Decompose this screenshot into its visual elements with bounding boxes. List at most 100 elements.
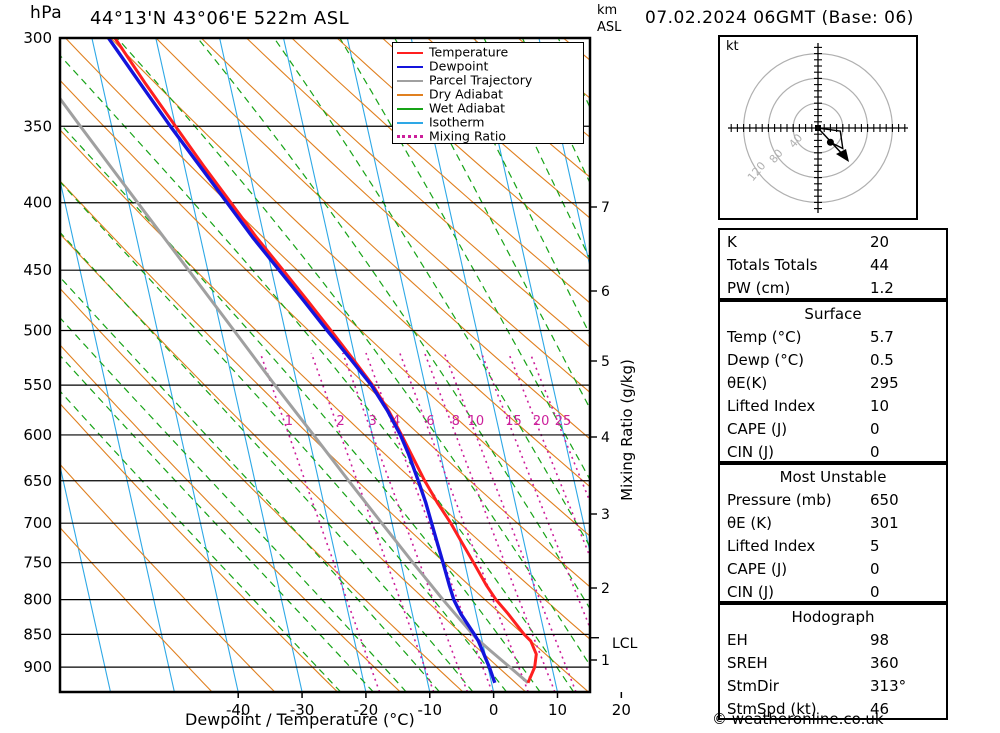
- pressure-tick-label: 500: [23, 322, 52, 340]
- index-row-totals-totals: Totals Totals 44: [720, 256, 946, 279]
- hodo-row-stmspd: StmSpd (kt) 46: [720, 700, 946, 723]
- height-tick-label: 3: [601, 507, 610, 523]
- most-unstable-title: Most Unstable: [779, 468, 887, 486]
- left-axis-unit: hPa: [30, 3, 63, 23]
- pressure-tick-label: 400: [23, 194, 52, 212]
- temperature-tick-label: 0: [489, 701, 499, 719]
- hodo-row-sreh: SREH 360: [720, 654, 946, 677]
- index-label: θE (K): [727, 514, 772, 532]
- height-tick-label: 4: [601, 430, 610, 446]
- legend-swatch-isotherm: [397, 121, 423, 124]
- hodograph-panel: 40 80 120 kt: [718, 35, 918, 220]
- legend-label: Dry Adiabat: [429, 86, 504, 102]
- index-value: 650: [870, 491, 899, 509]
- legend-swatch-dewpoint: [397, 65, 423, 68]
- page-title: 44°13'N 43°06'E 522m ASL: [90, 8, 350, 29]
- legend-swatch-dry-adiabat: [397, 93, 423, 96]
- index-value: 0: [870, 420, 880, 438]
- pressure-tick-label: 650: [23, 472, 52, 490]
- surface-row-cin: CIN (J) 0: [720, 443, 946, 466]
- legend-swatch-temperature: [397, 51, 423, 54]
- height-tick-label: 1: [601, 653, 610, 669]
- legend-label: Temperature: [429, 44, 509, 60]
- legend-item: Dry Adiabat: [397, 87, 579, 101]
- pressure-tick-label: 350: [23, 117, 52, 135]
- index-value: 20: [870, 233, 890, 251]
- mixing-ratio-axis-label: Mixing Ratio (g/kg): [618, 359, 636, 501]
- mu-row-pressure: Pressure (mb) 650: [720, 491, 946, 514]
- index-label: Dewp (°C): [727, 351, 805, 369]
- pressure-tick-label: 850: [23, 625, 52, 643]
- index-label: CIN (J): [727, 583, 775, 601]
- mixing-ratio-label: 3: [368, 414, 376, 429]
- surface-row-lifted-index: Lifted Index 10: [720, 397, 946, 420]
- pressure-tick-label: 800: [23, 591, 52, 609]
- pressure-tick-label: 700: [23, 514, 52, 532]
- pressure-tick-label: 600: [23, 426, 52, 444]
- temperature-tick-label: 20: [612, 701, 631, 719]
- mixing-ratio-label: 6: [426, 414, 434, 429]
- surface-row-cape: CAPE (J) 0: [720, 420, 946, 443]
- legend-item: Temperature: [397, 45, 579, 59]
- right-axis-unit-km: km: [597, 3, 618, 18]
- index-value: 301: [870, 514, 899, 532]
- index-label: θE(K): [727, 374, 768, 392]
- temperature-tick-label: -30: [290, 701, 315, 719]
- index-label: PW (cm): [727, 279, 791, 297]
- legend-label: Mixing Ratio: [429, 128, 507, 144]
- index-value: 5: [870, 537, 880, 555]
- pressure-tick-label: 750: [23, 554, 52, 572]
- surface-row-theta-e: θE(K) 295: [720, 374, 946, 397]
- legend-item: Dewpoint: [397, 59, 579, 73]
- surface-row-temp: Temp (°C) 5.7: [720, 328, 946, 351]
- datetime-header: 07.02.2024 06GMT (Base: 06): [645, 8, 914, 28]
- legend-item: Wet Adiabat: [397, 101, 579, 115]
- index-value: 44: [870, 256, 890, 274]
- hodograph-stats-panel: Hodograph EH 98 SREH 360 StmDir 313° Stm…: [718, 603, 948, 720]
- hodograph-unit-label: kt: [726, 39, 739, 54]
- mu-row-cin: CIN (J) 0: [720, 583, 946, 606]
- index-value: 1.2: [870, 279, 894, 297]
- mixing-ratio-label: 8: [452, 414, 460, 429]
- legend-item: Mixing Ratio: [397, 129, 579, 143]
- chart-legend: Temperature Dewpoint Parcel Trajectory D…: [392, 42, 584, 144]
- legend-item: Isotherm: [397, 115, 579, 129]
- right-axis-unit-asl: ASL: [597, 20, 622, 35]
- index-value: 5.7: [870, 328, 894, 346]
- mu-row-theta-e: θE (K) 301: [720, 514, 946, 537]
- credit-text: © weatheronline.co.uk: [712, 710, 884, 728]
- surface-panel: Surface Temp (°C) 5.7 Dewp (°C) 0.5 θE(K…: [718, 300, 948, 463]
- lcl-label: LCL: [612, 636, 638, 652]
- temperature-tick-label: 10: [548, 701, 567, 719]
- index-label: Totals Totals: [727, 256, 818, 274]
- index-label: Pressure (mb): [727, 491, 832, 509]
- index-value: 0: [870, 583, 880, 601]
- index-value: 46: [870, 700, 890, 718]
- hodograph-stats-title: Hodograph: [791, 608, 875, 626]
- temperature-tick-label: -10: [418, 701, 443, 719]
- hodograph-trace: [817, 127, 844, 150]
- mixing-ratio-label: 10: [468, 414, 485, 429]
- pressure-tick-label: 900: [23, 658, 52, 676]
- index-value: 98: [870, 631, 890, 649]
- index-value: 295: [870, 374, 899, 392]
- mixing-ratio-label: 25: [555, 414, 572, 429]
- hodo-row-eh: EH 98: [720, 631, 946, 654]
- legend-label: Isotherm: [429, 114, 485, 130]
- height-tick-label: 2: [601, 581, 610, 597]
- legend-label: Dewpoint: [429, 58, 489, 74]
- index-label: CIN (J): [727, 443, 775, 461]
- general-indices-panel: K 20 Totals Totals 44 PW (cm) 1.2: [718, 228, 948, 300]
- profile-dewpoint: [107, 38, 497, 684]
- index-label: Lifted Index: [727, 537, 816, 555]
- index-label: Temp (°C): [727, 328, 802, 346]
- x-axis-label: Dewpoint / Temperature (°C): [185, 710, 415, 729]
- index-value: 313°: [870, 677, 907, 695]
- surface-row-dewp: Dewp (°C) 0.5: [720, 351, 946, 374]
- pressure-tick-label: 450: [23, 261, 52, 279]
- index-value: 0: [870, 443, 880, 461]
- index-label: StmDir: [727, 677, 779, 695]
- profile-parcel-trajectory: [60, 96, 529, 684]
- index-value: 0: [870, 560, 880, 578]
